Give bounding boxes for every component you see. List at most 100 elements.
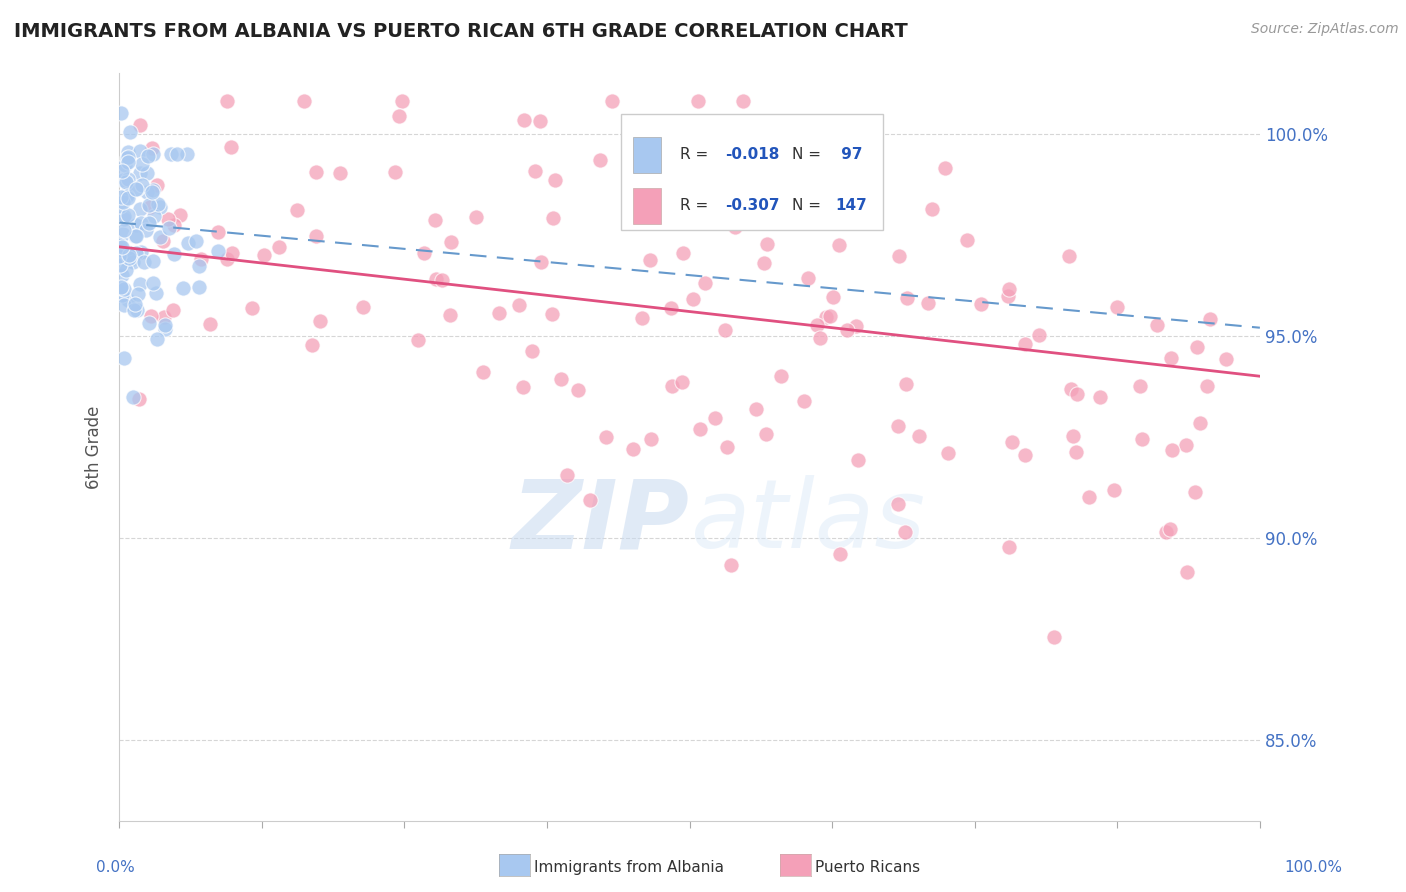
Point bbox=[125, 246, 148, 260]
Point bbox=[887, 497, 910, 511]
Point bbox=[141, 141, 163, 155]
Point bbox=[797, 271, 820, 285]
Point bbox=[765, 180, 787, 194]
Point bbox=[112, 209, 135, 223]
Point bbox=[117, 191, 139, 205]
Point bbox=[1160, 351, 1182, 365]
Point bbox=[166, 147, 188, 161]
Point bbox=[131, 157, 153, 171]
Text: ZIP: ZIP bbox=[512, 475, 689, 568]
Point bbox=[430, 272, 453, 286]
Point bbox=[1043, 630, 1066, 644]
Text: 100.0%: 100.0% bbox=[1285, 860, 1343, 874]
Point bbox=[122, 390, 145, 404]
Point bbox=[108, 249, 131, 263]
Point bbox=[110, 288, 132, 302]
Point bbox=[162, 302, 184, 317]
Point bbox=[111, 268, 134, 282]
Point bbox=[136, 166, 159, 180]
Point bbox=[207, 244, 229, 259]
Point bbox=[219, 139, 242, 153]
Point bbox=[125, 219, 148, 233]
Point bbox=[117, 293, 139, 308]
Point bbox=[132, 255, 155, 269]
Point bbox=[157, 220, 180, 235]
Point bbox=[1199, 311, 1222, 326]
Point bbox=[124, 297, 146, 311]
Point bbox=[755, 427, 778, 442]
Point bbox=[745, 402, 768, 417]
Text: 147: 147 bbox=[835, 198, 868, 213]
Point bbox=[1160, 443, 1182, 458]
Text: R =: R = bbox=[681, 198, 714, 213]
Point bbox=[1028, 328, 1050, 343]
Point bbox=[1062, 428, 1084, 442]
Text: 97: 97 bbox=[835, 147, 862, 162]
Point bbox=[131, 178, 153, 192]
Point bbox=[153, 310, 176, 324]
Point bbox=[112, 173, 135, 187]
Point bbox=[292, 95, 315, 109]
Point bbox=[530, 254, 553, 268]
Point bbox=[630, 311, 652, 326]
Point bbox=[894, 377, 917, 392]
Point bbox=[112, 227, 135, 241]
Point bbox=[896, 291, 918, 305]
Point bbox=[142, 183, 165, 197]
Point bbox=[115, 187, 138, 202]
Point bbox=[138, 198, 160, 212]
Point bbox=[121, 255, 143, 269]
Point bbox=[157, 211, 180, 226]
Point bbox=[889, 249, 911, 263]
Point bbox=[508, 298, 530, 312]
Point bbox=[111, 195, 134, 210]
Point bbox=[806, 318, 828, 332]
Point bbox=[329, 166, 352, 180]
Point bbox=[720, 558, 742, 572]
Point bbox=[163, 218, 186, 232]
Point bbox=[136, 149, 159, 163]
Point bbox=[567, 383, 589, 397]
Point bbox=[110, 106, 132, 120]
Point bbox=[894, 524, 917, 539]
Point bbox=[110, 285, 132, 299]
Point bbox=[1130, 432, 1153, 446]
Point bbox=[703, 411, 725, 425]
Point bbox=[309, 313, 332, 327]
Point bbox=[848, 453, 870, 467]
Point bbox=[998, 541, 1021, 555]
Point bbox=[301, 337, 323, 351]
Point bbox=[142, 147, 165, 161]
Text: atlas: atlas bbox=[689, 475, 925, 568]
Text: Immigrants from Albania: Immigrants from Albania bbox=[534, 860, 724, 874]
Point bbox=[1215, 352, 1237, 367]
Point bbox=[143, 209, 166, 223]
Point bbox=[640, 432, 662, 446]
FancyBboxPatch shape bbox=[621, 114, 883, 230]
Point bbox=[142, 276, 165, 290]
Point bbox=[1066, 386, 1088, 401]
Point bbox=[1064, 445, 1087, 459]
Point bbox=[128, 202, 150, 216]
Text: R =: R = bbox=[681, 147, 714, 162]
Y-axis label: 6th Grade: 6th Grade bbox=[86, 405, 103, 489]
Point bbox=[122, 302, 145, 317]
Point bbox=[139, 309, 162, 323]
Point bbox=[198, 317, 221, 331]
Point bbox=[388, 109, 411, 123]
Point bbox=[125, 229, 148, 244]
Point bbox=[600, 95, 623, 109]
Text: N =: N = bbox=[792, 198, 827, 213]
Point bbox=[129, 166, 152, 180]
Text: Puerto Ricans: Puerto Ricans bbox=[815, 860, 921, 874]
Point bbox=[1185, 340, 1208, 354]
Point bbox=[471, 365, 494, 379]
Point bbox=[305, 228, 328, 243]
Point bbox=[253, 248, 276, 262]
Point bbox=[108, 241, 131, 255]
Point bbox=[1014, 448, 1036, 462]
Point bbox=[153, 318, 176, 333]
Point bbox=[820, 309, 842, 323]
Point bbox=[513, 112, 536, 127]
Point bbox=[1001, 434, 1024, 449]
